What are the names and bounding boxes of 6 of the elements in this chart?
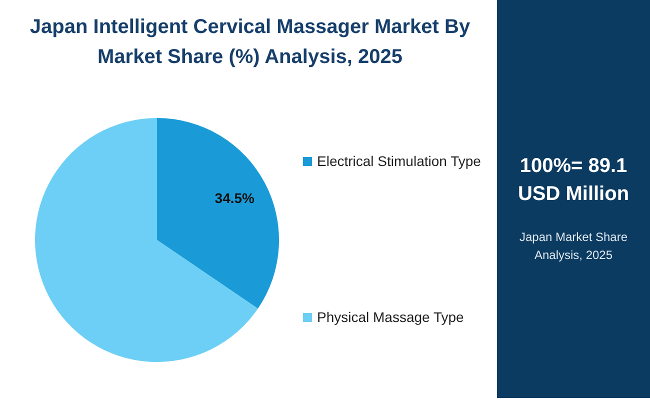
data-label: 34.5% bbox=[214, 190, 256, 206]
text: 100%= 89.1 USD Million bbox=[516, 154, 630, 207]
chart-title: Japan Intelligent Cervical Massager Market By Market Share (%) Analysis, 2025 bbox=[28, 15, 472, 70]
legend-label: Electrical Stimulation Type bbox=[317, 153, 481, 169]
text: Japan Market Share Analysis, 2025 bbox=[518, 229, 629, 264]
legend-label: Physical Massage Type bbox=[317, 309, 464, 325]
